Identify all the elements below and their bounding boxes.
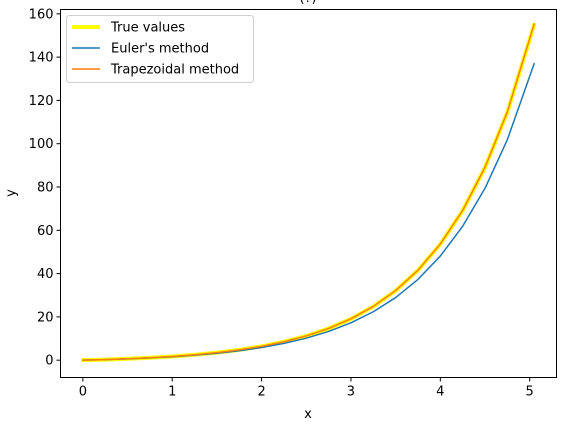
legend: True values Euler's method Trapezoidal met… <box>66 15 254 83</box>
y-tick-label: 60 <box>37 224 54 239</box>
x-tick-label: 0 <box>79 385 87 400</box>
x-tick-label: 5 <box>526 385 534 400</box>
y-tick-label: 0 <box>45 354 53 369</box>
y-tick-label: 80 <box>37 181 54 196</box>
plot-frame <box>60 9 557 378</box>
y-axis: 0 20 40 60 80 100 120 140 160 <box>29 7 61 369</box>
y-tick-label: 140 <box>29 51 54 66</box>
series-line-2 <box>82 23 535 361</box>
x-axis-label: x <box>304 407 312 422</box>
legend-label-0: True values <box>110 21 185 36</box>
plot-lines <box>80 22 537 363</box>
series-line-1 <box>82 62 535 361</box>
y-tick-label: 20 <box>37 310 54 325</box>
x-axis: 0 1 2 3 4 5 <box>79 377 534 400</box>
y-tick-label: 160 <box>29 7 54 22</box>
chart-title: (?) <box>299 0 316 6</box>
y-tick-label: 100 <box>29 137 54 152</box>
legend-label-2: Trapezoidal method <box>110 63 239 78</box>
x-tick-label: 1 <box>168 385 176 400</box>
y-tick-label: 120 <box>29 94 54 109</box>
y-tick-label: 40 <box>37 267 54 282</box>
legend-label-1: Euler's method <box>111 42 209 57</box>
x-tick-label: 3 <box>347 385 355 400</box>
legend-box <box>66 15 254 83</box>
y-axis-label: y <box>4 189 19 197</box>
x-tick-label: 2 <box>257 385 265 400</box>
x-tick-label: 4 <box>436 385 444 400</box>
